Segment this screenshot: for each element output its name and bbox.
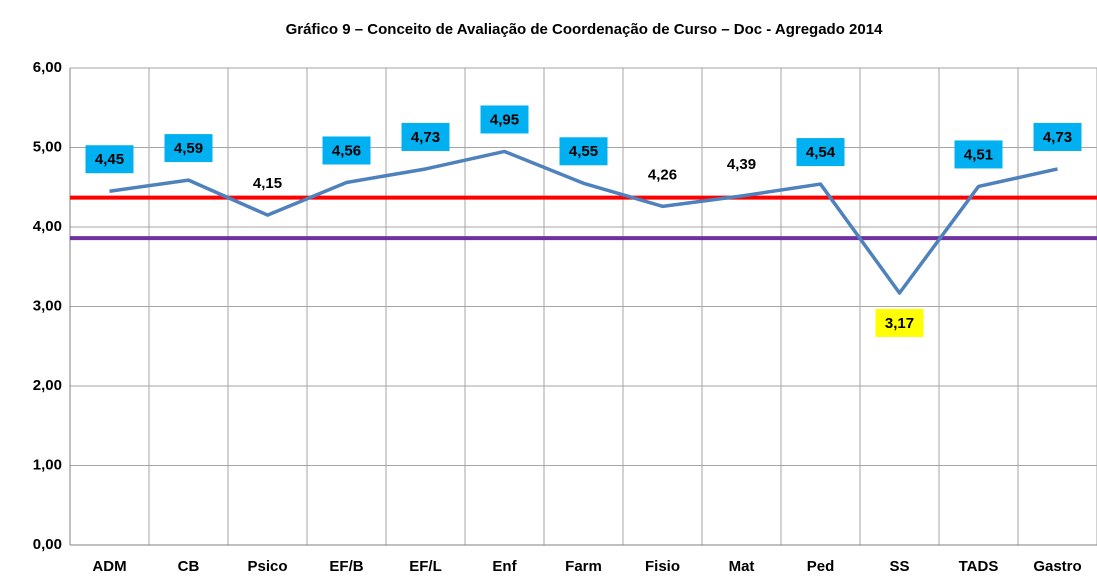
y-tick-label: 6,00: [33, 59, 62, 76]
value-label: 3,17: [885, 315, 914, 332]
value-label: 4,59: [174, 140, 203, 157]
x-tick-label: Ped: [807, 558, 835, 575]
x-tick-label: ADM: [92, 558, 126, 575]
value-label-box: [1033, 122, 1082, 151]
x-tick-label: Mat: [729, 558, 755, 575]
value-label-box: [164, 134, 213, 163]
value-label: 4,54: [806, 144, 836, 161]
x-tick-label: Psico: [247, 558, 287, 575]
value-label: 4,39: [727, 156, 756, 173]
value-label: 4,55: [569, 143, 598, 160]
x-tick-label: EF/B: [329, 558, 363, 575]
data-line: [109, 149, 1058, 295]
value-label-box: [480, 105, 529, 134]
value-label-box: [954, 140, 1003, 169]
x-tick-label: Gastro: [1033, 558, 1081, 575]
value-label: 4,56: [332, 142, 361, 159]
value-label-box: [875, 308, 924, 337]
value-label: 4,26: [648, 166, 677, 183]
value-label: 4,51: [964, 146, 993, 163]
value-label: 4,45: [95, 151, 124, 168]
value-label: 4,95: [490, 111, 519, 128]
y-tick-label: 5,00: [33, 138, 62, 155]
x-tick-label: EF/L: [409, 558, 442, 575]
y-tick-label: 1,00: [33, 456, 62, 473]
x-tick-label: CB: [178, 558, 200, 575]
chart-title: Gráfico 9 – Conceito de Avaliação de Coo…: [286, 21, 883, 38]
y-tick-label: 3,00: [33, 297, 62, 314]
value-label-box: [322, 136, 371, 165]
y-tick-label: 4,00: [33, 218, 62, 235]
value-label: 4,73: [411, 129, 440, 146]
y-tick-label: 0,00: [33, 536, 62, 553]
value-label-box: [796, 138, 845, 167]
x-tick-label: Farm: [565, 558, 602, 575]
y-tick-label: 2,00: [33, 377, 62, 394]
x-tick-label: SS: [889, 558, 909, 575]
value-label: 4,73: [1043, 129, 1072, 146]
x-tick-label: Fisio: [645, 558, 680, 575]
x-tick-label: TADS: [959, 558, 999, 575]
value-label: 4,15: [253, 175, 282, 192]
value-label-box: [401, 122, 450, 151]
value-label-box: [85, 145, 134, 174]
value-label-box: [559, 137, 608, 166]
x-tick-label: Enf: [492, 558, 517, 575]
